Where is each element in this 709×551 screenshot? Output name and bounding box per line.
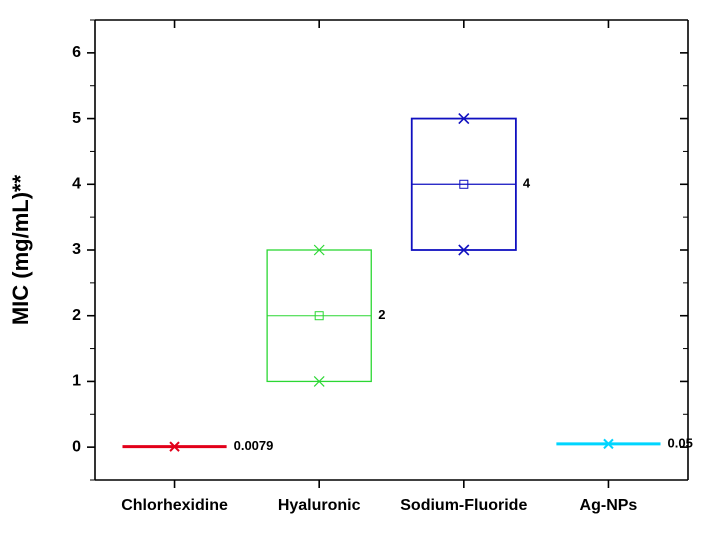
mic-boxplot-chart: 0 1 2 3 4 5 6 MIC (mg/mL)** Chlorhexidine Hyaluro… — [0, 0, 709, 551]
y-tick-label: 6 — [72, 44, 81, 61]
y-tick-label: 5 — [72, 110, 81, 127]
y-tick-label: 2 — [72, 307, 81, 324]
y-axis-title: MIC (mg/mL)** — [8, 174, 33, 325]
x-category-label: Hyaluronic — [278, 497, 361, 514]
value-label: 2 — [378, 307, 385, 322]
x-category-label: Ag-NPs — [580, 497, 638, 514]
y-tick-label: 1 — [72, 373, 81, 390]
value-label: 4 — [523, 176, 531, 191]
value-label: 0.05 — [668, 435, 693, 450]
x-category-label: Chlorhexidine — [121, 497, 228, 514]
y-tick-label: 0 — [72, 438, 81, 455]
y-tick-label: 3 — [72, 241, 81, 258]
y-tick-label: 4 — [72, 176, 81, 193]
value-label: 0.0079 — [234, 438, 274, 453]
x-category-label: Sodium-Fluoride — [400, 497, 527, 514]
